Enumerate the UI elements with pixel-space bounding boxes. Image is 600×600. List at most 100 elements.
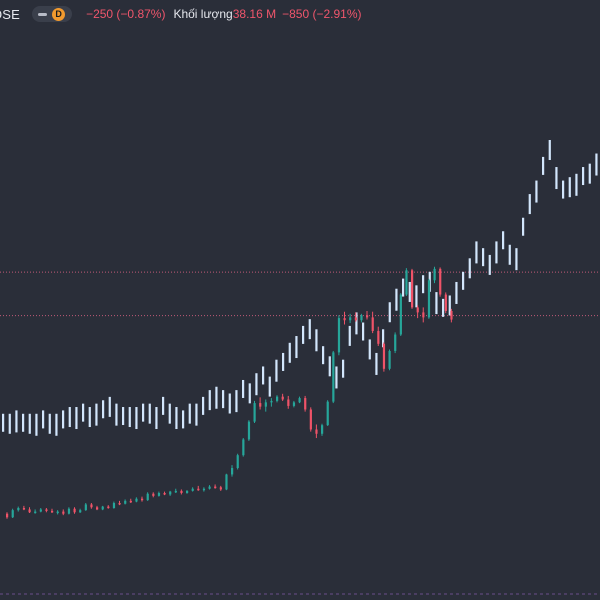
candle-body [349, 317, 352, 321]
volume-bar [148, 403, 151, 424]
volume-bar [402, 278, 405, 297]
candle [450, 308, 453, 323]
candle-body [17, 508, 20, 511]
candle [186, 490, 189, 494]
candle [73, 507, 76, 514]
candle-body [382, 343, 386, 369]
candle-body [264, 402, 267, 407]
candle-body [332, 352, 335, 402]
candle-body [371, 317, 374, 331]
candle [101, 505, 104, 511]
candle [354, 312, 357, 322]
candle-body [124, 500, 127, 504]
candle [343, 311, 346, 325]
candle-body [28, 509, 31, 513]
volume-bar [488, 254, 491, 275]
volume-bar [248, 383, 251, 404]
candle [51, 508, 54, 514]
candle-body [34, 511, 37, 514]
candle-body [247, 421, 251, 440]
candle-body [146, 493, 149, 501]
volume-bar [68, 407, 71, 428]
candle-body [208, 486, 211, 489]
candle [315, 424, 318, 439]
volume-bar [42, 410, 45, 429]
volume-bar [242, 379, 245, 398]
volume-bar [202, 396, 205, 415]
volume-bar [35, 413, 38, 436]
volume-bar [142, 403, 145, 422]
volume-bar [155, 407, 158, 430]
candle-body [337, 318, 341, 353]
chart-legend: OSE D −250 (−0.87%) Khối lượng 38.16 M −… [0, 3, 361, 25]
candle [349, 313, 352, 324]
candle [84, 503, 87, 511]
candle-body [62, 511, 65, 514]
candle-body [84, 504, 87, 511]
volume-bar [122, 407, 125, 426]
volume-bar [75, 407, 78, 430]
candle [377, 326, 380, 346]
volume-bar [295, 336, 298, 359]
candle-body [186, 490, 189, 494]
candle [135, 497, 138, 503]
volume-change: −850 (−2.91%) [282, 7, 362, 21]
volume-bar [162, 396, 165, 415]
volume-bar [62, 410, 65, 429]
volume-label: Khối lượng [173, 7, 233, 21]
candle-body [281, 396, 284, 400]
volume-bar [215, 386, 218, 409]
candle [107, 505, 110, 509]
candle-body [304, 398, 307, 410]
candle-body [129, 500, 132, 503]
interval-pill[interactable]: D [32, 6, 73, 22]
volume-bar [288, 342, 291, 363]
candle-body [427, 280, 431, 318]
candle [382, 342, 386, 372]
volume-bars [2, 140, 598, 436]
candle-body [118, 503, 121, 505]
volume-bar [302, 325, 305, 344]
volume-bar [322, 346, 325, 365]
candle-body [321, 425, 324, 434]
candle [439, 267, 442, 297]
volume-bar [135, 407, 138, 430]
candle-body [231, 468, 234, 475]
volume-bar [335, 366, 338, 389]
volume-bar [28, 413, 31, 434]
candle-body [6, 513, 9, 518]
candle-body [225, 474, 228, 490]
volume-bar [195, 403, 198, 426]
volume-bar [328, 356, 331, 377]
candle-body [394, 334, 397, 351]
candle [247, 420, 251, 441]
candle-body [163, 493, 166, 495]
candle-body [399, 294, 402, 335]
candle-body [73, 508, 76, 513]
candle-body [236, 455, 239, 469]
candle-body [411, 270, 414, 308]
volume-bar [8, 413, 11, 434]
candle [202, 487, 206, 492]
symbol-label[interactable]: OSE [0, 6, 21, 22]
candle [22, 505, 26, 511]
volume-bar [375, 352, 378, 375]
candle [39, 508, 42, 513]
volume-bar [168, 403, 171, 424]
candle-body [416, 307, 419, 313]
candle [433, 266, 436, 284]
candle-body [107, 506, 110, 509]
candle [309, 407, 312, 432]
candle-body [377, 330, 380, 344]
candle [141, 496, 144, 502]
volume-bar [482, 248, 485, 267]
volume-bar [82, 403, 85, 422]
volume-bar [228, 393, 231, 414]
volume-bar [548, 140, 551, 160]
volume-bar [88, 407, 91, 428]
candle-body [90, 504, 93, 508]
candle [191, 487, 194, 492]
volume-bar [22, 413, 25, 432]
